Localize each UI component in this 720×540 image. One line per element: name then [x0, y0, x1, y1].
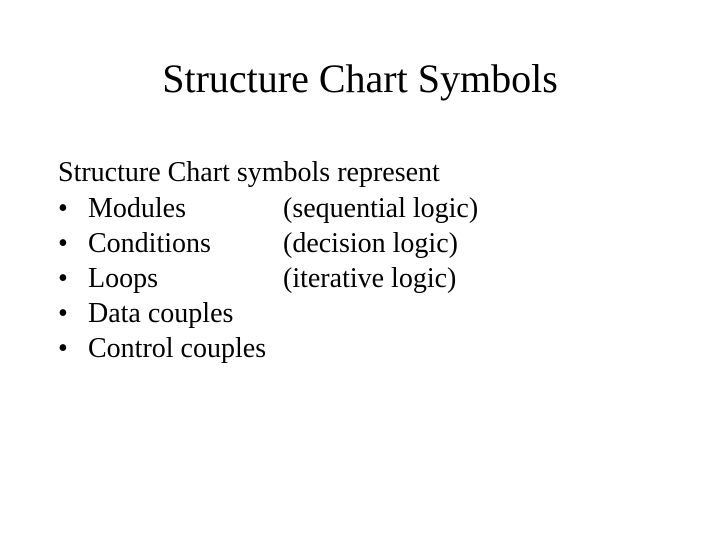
- page-title: Structure Chart Symbols: [50, 55, 670, 102]
- list-item: • Loops (iterative logic): [58, 263, 670, 295]
- list-item-desc: (sequential logic): [283, 193, 478, 225]
- list-item-term: Modules: [88, 193, 283, 225]
- bullet-icon: •: [58, 228, 88, 260]
- symbol-list: • Modules (sequential logic) • Condition…: [50, 193, 670, 365]
- bullet-icon: •: [58, 193, 88, 225]
- bullet-icon: •: [58, 333, 88, 365]
- list-item-term: Data couples: [88, 298, 283, 330]
- list-item-desc: (decision logic): [283, 228, 458, 260]
- bullet-icon: •: [58, 298, 88, 330]
- list-item: • Data couples: [58, 298, 670, 330]
- list-item: • Modules (sequential logic): [58, 193, 670, 225]
- list-item-desc: (iterative logic): [283, 263, 456, 295]
- list-item-term: Loops: [88, 263, 283, 295]
- intro-text: Structure Chart symbols represent: [50, 157, 670, 189]
- bullet-icon: •: [58, 263, 88, 295]
- list-item-term: Conditions: [88, 228, 283, 260]
- list-item: • Control couples: [58, 333, 670, 365]
- list-item-term: Control couples: [88, 333, 283, 365]
- list-item: • Conditions (decision logic): [58, 228, 670, 260]
